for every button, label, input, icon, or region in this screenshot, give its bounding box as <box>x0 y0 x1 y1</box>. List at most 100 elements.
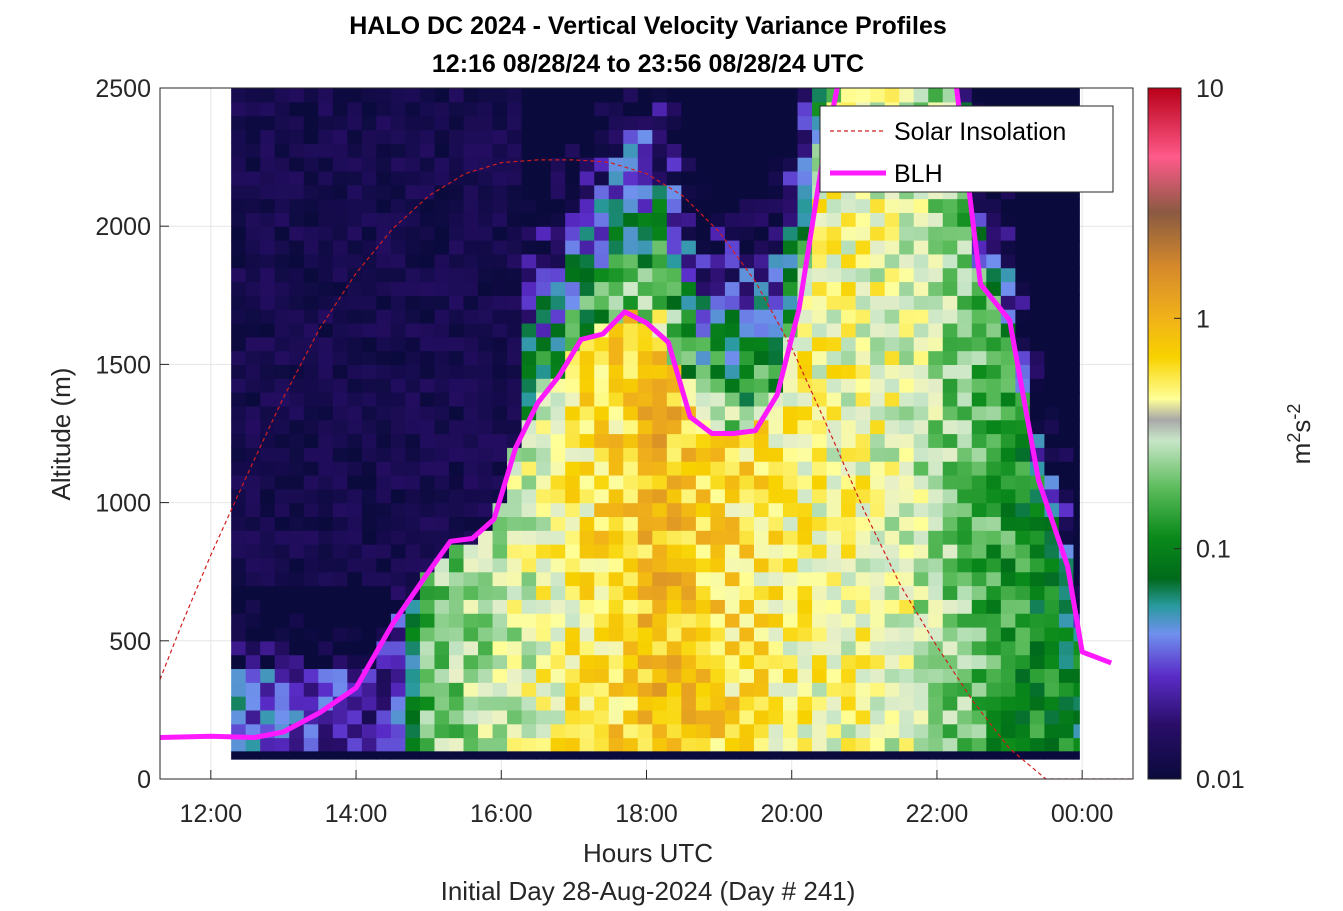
heatmap-cell <box>332 640 348 656</box>
heatmap-cell <box>448 157 465 172</box>
heatmap-cell <box>739 737 755 752</box>
heatmap-cell <box>637 281 653 296</box>
heatmap-cell <box>550 474 566 490</box>
heatmap-cell <box>884 350 900 365</box>
heatmap-cell <box>608 488 624 504</box>
heatmap-cell <box>768 309 784 324</box>
heatmap-cell <box>855 626 871 642</box>
heatmap-cell <box>812 502 828 518</box>
heatmap-cell <box>812 709 828 725</box>
heatmap-cell <box>855 571 871 587</box>
heatmap-cell <box>913 226 929 241</box>
heatmap-cell <box>841 364 857 379</box>
heatmap-cell <box>913 682 929 697</box>
heatmap-cell <box>1000 544 1016 559</box>
heatmap-cell <box>419 530 436 545</box>
heatmap-cell <box>492 709 508 725</box>
heatmap-cell <box>957 88 973 103</box>
heatmap-cell <box>507 516 523 531</box>
solar-insolation-line <box>160 159 1133 779</box>
heatmap-cell <box>942 419 958 435</box>
heatmap-cell <box>812 240 828 255</box>
heatmap-cell <box>579 557 595 573</box>
heatmap-cell <box>274 737 290 752</box>
heatmap-cell <box>681 516 697 531</box>
heatmap-cell <box>666 101 682 117</box>
heatmap-cell <box>550 433 566 448</box>
heatmap-cell <box>681 267 697 283</box>
heatmap-cell <box>419 419 436 435</box>
heatmap-cell <box>739 212 755 227</box>
heatmap-cell <box>289 405 305 421</box>
heatmap-cell <box>986 447 1002 462</box>
heatmap-cell <box>637 350 653 365</box>
heatmap-cell <box>419 613 436 628</box>
heatmap-cell <box>376 419 392 435</box>
heatmap-cell <box>724 336 741 352</box>
heatmap-cell <box>1058 640 1075 656</box>
heatmap-cell <box>652 696 668 711</box>
heatmap-cell <box>448 461 465 476</box>
heatmap-cell <box>884 640 900 656</box>
heatmap-cell <box>260 461 276 476</box>
heatmap-cell <box>594 585 610 600</box>
heatmap-cell <box>1073 281 1080 296</box>
heatmap-cell <box>739 640 755 656</box>
heatmap-cell <box>565 654 581 670</box>
heatmap-cell <box>536 101 552 117</box>
heatmap-cell <box>899 682 915 697</box>
heatmap-cell <box>971 626 987 642</box>
heatmap-cell <box>608 502 624 518</box>
heatmap-cell <box>260 267 276 283</box>
heatmap-cell <box>739 447 755 462</box>
heatmap-cell <box>942 322 958 338</box>
heatmap-cell <box>405 474 421 490</box>
heatmap-cell <box>318 184 334 200</box>
heatmap-cell <box>753 557 770 573</box>
heatmap-cell <box>492 626 508 642</box>
heatmap-cell <box>608 737 624 752</box>
colorbar-label-exp2: -2 <box>1284 404 1304 420</box>
heatmap-cell <box>841 447 857 462</box>
heatmap-cell <box>434 226 450 241</box>
heatmap-cell <box>405 544 421 559</box>
heatmap-cell <box>1015 723 1031 739</box>
heatmap-cell <box>1058 723 1075 739</box>
heatmap-cell <box>783 640 799 656</box>
heatmap-cell <box>753 198 770 213</box>
heatmap-cell <box>841 668 857 683</box>
heatmap-cell <box>274 157 290 172</box>
heatmap-cell <box>753 336 770 352</box>
heatmap-cell <box>870 599 886 614</box>
heatmap-cell <box>623 488 639 504</box>
heatmap-cell <box>492 668 508 683</box>
heatmap-cell <box>1015 309 1031 324</box>
heatmap-cell <box>332 101 348 117</box>
heatmap-cell <box>448 101 465 117</box>
heatmap-cell <box>841 709 857 725</box>
heatmap-cell <box>695 157 711 172</box>
heatmap-cell <box>260 447 276 462</box>
heatmap-cell <box>594 88 610 103</box>
heatmap-cell <box>768 737 784 752</box>
heatmap-surface-cell <box>797 751 813 760</box>
heatmap-cell <box>303 322 319 338</box>
heatmap-cell <box>753 668 770 683</box>
heatmap-cell <box>986 433 1002 448</box>
heatmap-cell <box>1044 461 1060 476</box>
heatmap-cell <box>623 226 639 241</box>
heatmap-cell <box>783 668 799 683</box>
heatmap-cell <box>550 557 566 573</box>
heatmap-cell <box>855 226 871 241</box>
heatmap-cell <box>608 157 624 172</box>
heatmap-cell <box>376 157 392 172</box>
heatmap-cell <box>1000 654 1016 670</box>
heatmap-cell <box>841 322 857 338</box>
heatmap-cell <box>870 378 886 393</box>
heatmap-cell <box>652 640 668 656</box>
heatmap-cell <box>841 723 857 739</box>
heatmap-cell <box>841 267 857 283</box>
heatmap-cell <box>855 433 871 448</box>
heatmap-cell <box>942 364 958 379</box>
heatmap-cell <box>260 226 276 241</box>
